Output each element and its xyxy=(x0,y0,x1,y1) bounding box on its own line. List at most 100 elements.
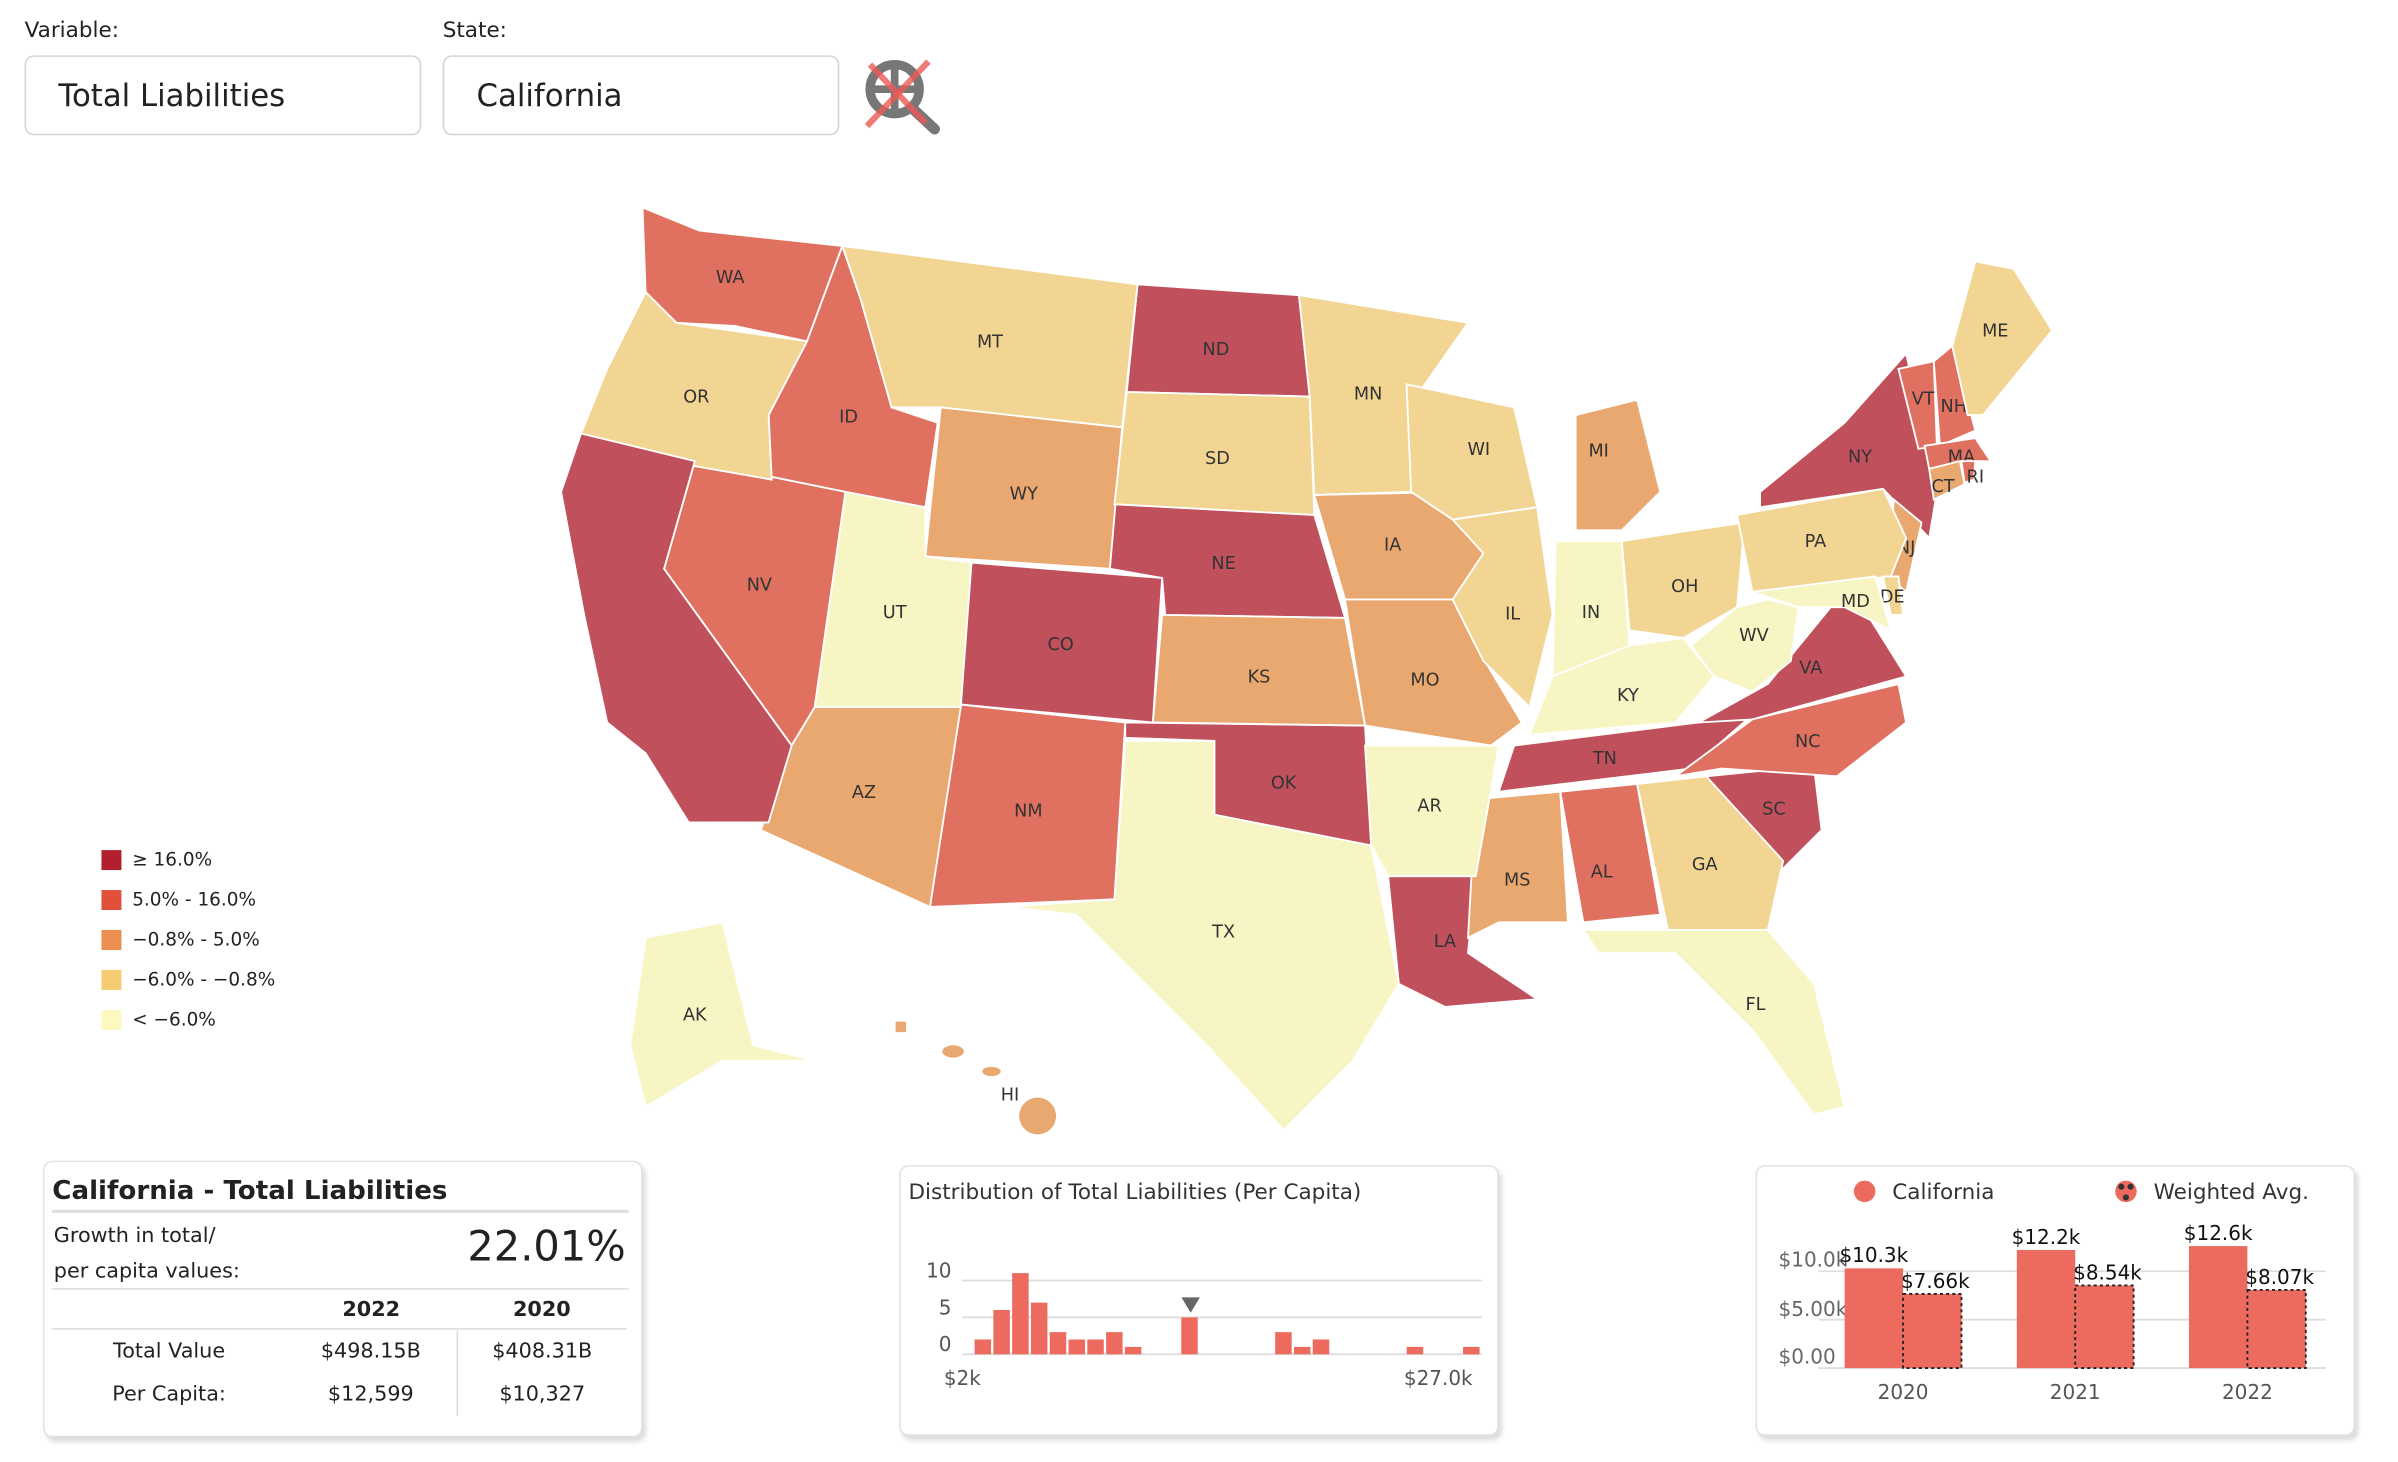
state-label: MI xyxy=(1588,442,1608,462)
state-label: OR xyxy=(683,388,709,408)
histogram-bar[interactable] xyxy=(1049,1332,1067,1355)
histogram-bar[interactable] xyxy=(1406,1346,1424,1355)
row-label: Per Capita: xyxy=(112,1381,226,1407)
state-label: ID xyxy=(839,408,858,428)
state-me[interactable] xyxy=(1951,260,2054,416)
histogram-bar[interactable] xyxy=(1124,1346,1142,1355)
zoom-reset-icon[interactable] xyxy=(858,52,947,138)
histogram-bar[interactable] xyxy=(974,1339,992,1355)
bar-value-label: $10.3k xyxy=(1839,1243,1908,1267)
state-label: WY xyxy=(1010,485,1038,505)
state-hi[interactable] xyxy=(893,1019,908,1034)
state-label: AK xyxy=(683,1006,707,1026)
cell: $12,599 xyxy=(327,1381,414,1407)
growth-value: 22.01% xyxy=(467,1223,626,1272)
y-tick-label: 5 xyxy=(939,1295,952,1319)
state-ak[interactable] xyxy=(629,921,815,1109)
state-md[interactable] xyxy=(1752,575,1893,633)
state-label: NH xyxy=(1941,397,1967,417)
divider xyxy=(52,1209,629,1213)
histogram-chart: Distribution of Total Liabilities (Per C… xyxy=(908,1180,1482,1390)
state-fl[interactable] xyxy=(1581,929,1846,1116)
x-tick-label: $2k xyxy=(944,1366,981,1390)
state-nc[interactable] xyxy=(1674,682,1908,778)
histogram-bar[interactable] xyxy=(1312,1339,1330,1355)
california-bar[interactable] xyxy=(1844,1268,1904,1369)
header-blank xyxy=(52,1291,286,1330)
state-label: NY xyxy=(1848,448,1872,468)
histogram-bar[interactable] xyxy=(1087,1339,1104,1355)
histogram-bar[interactable] xyxy=(993,1310,1010,1355)
state-label: RI xyxy=(1967,468,1984,488)
histogram-bar[interactable] xyxy=(1181,1317,1198,1355)
histogram-bar[interactable] xyxy=(1293,1346,1311,1355)
state-label: IL xyxy=(1505,604,1520,624)
legend-item: −6.0% - −0.8% xyxy=(101,959,275,999)
state-sd[interactable] xyxy=(1113,391,1316,516)
cell: $10,327 xyxy=(455,1372,628,1416)
legend-label: −0.8% - 5.0% xyxy=(132,928,260,950)
state-ut[interactable] xyxy=(813,490,973,709)
histogram-bar[interactable] xyxy=(1106,1332,1123,1355)
y-tick-label: 10 xyxy=(926,1258,951,1282)
state-label: MS xyxy=(1504,870,1530,890)
histogram-bar[interactable] xyxy=(1068,1339,1086,1355)
state-ny[interactable] xyxy=(1759,351,1938,541)
bar-value-label: $8.54k xyxy=(2073,1260,2142,1284)
state-hi-island[interactable] xyxy=(1019,1097,1057,1135)
histogram-bar[interactable] xyxy=(1275,1332,1292,1355)
state-il[interactable] xyxy=(1450,506,1554,709)
cell: $408.31B xyxy=(455,1328,628,1373)
state-nh[interactable] xyxy=(1932,344,1977,448)
state-ar[interactable] xyxy=(1364,744,1500,878)
legend-swatch xyxy=(101,969,122,990)
state-label: FL xyxy=(1745,995,1765,1015)
variable-select[interactable]: Total Liabilities xyxy=(24,55,422,136)
state-label: NV xyxy=(747,575,772,595)
legend-label: −6.0% - −0.8% xyxy=(132,968,276,990)
state-label: LA xyxy=(1434,932,1456,952)
state-select[interactable]: California xyxy=(442,55,840,136)
state-hi-island[interactable] xyxy=(982,1066,1001,1077)
state-pa[interactable] xyxy=(1735,487,1908,593)
histogram-bar[interactable] xyxy=(1012,1273,1029,1355)
state-tx[interactable] xyxy=(1006,740,1400,1132)
summary-table: 2022 2020 Total Value $498.15B $408.31B Per… xyxy=(52,1291,628,1416)
histogram-bar[interactable] xyxy=(1030,1302,1048,1355)
cell: $498.15B xyxy=(320,1338,421,1364)
california-bar[interactable] xyxy=(2016,1249,2076,1369)
legend-label: Weighted Avg. xyxy=(2154,1180,2309,1205)
state-ms[interactable] xyxy=(1467,790,1569,940)
state-or[interactable] xyxy=(579,290,809,481)
state-hi-island[interactable] xyxy=(942,1045,964,1058)
state-label: MD xyxy=(1841,592,1870,612)
state-ct[interactable] xyxy=(1928,460,1966,501)
growth-label-line1: Growth in total/ xyxy=(53,1223,216,1249)
state-label: UT xyxy=(883,603,907,623)
state-label: CO xyxy=(1048,635,1074,655)
weighted-avg-bar[interactable] xyxy=(1902,1293,1963,1370)
weighted-avg-bar[interactable] xyxy=(2246,1289,2307,1370)
state-mt[interactable] xyxy=(841,244,1139,429)
state-mi[interactable] xyxy=(1574,398,1662,532)
state-summary-panel: California - Total Liabilities Growth in… xyxy=(43,1160,643,1438)
legend-label: 5.0% - 16.0% xyxy=(132,888,257,911)
california-bar[interactable] xyxy=(2188,1246,2248,1369)
weighted-avg-bar[interactable] xyxy=(2074,1284,2135,1370)
state-de[interactable] xyxy=(1881,575,1905,616)
histogram-bar[interactable] xyxy=(1463,1346,1480,1355)
comparison-bar-panel: California Weighted Avg. $10.0k $5.00k $… xyxy=(1755,1165,2355,1436)
state-al[interactable] xyxy=(1559,782,1662,924)
x-tick-label: $27.0k xyxy=(1404,1366,1473,1390)
legend-item: 5.0% - 16.0% xyxy=(101,879,275,919)
state-label: CT xyxy=(1931,477,1954,497)
state-label: TX xyxy=(1211,923,1235,943)
bar-value-label: $8.07k xyxy=(2245,1265,2314,1289)
state-label: WV xyxy=(1739,626,1769,646)
state-ca[interactable] xyxy=(560,432,793,824)
state-ga[interactable] xyxy=(1636,775,1785,931)
state-label: VT xyxy=(1912,389,1935,409)
state-label: KY xyxy=(1617,686,1639,706)
state-wv[interactable] xyxy=(1689,598,1800,693)
